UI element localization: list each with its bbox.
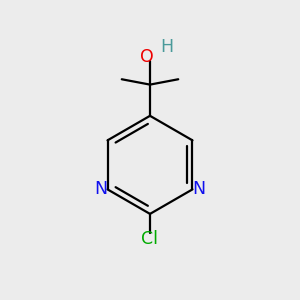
Text: Cl: Cl [142,230,158,248]
Text: N: N [192,180,206,198]
Text: N: N [94,180,108,198]
Text: O: O [140,48,154,66]
Text: H: H [160,38,173,56]
